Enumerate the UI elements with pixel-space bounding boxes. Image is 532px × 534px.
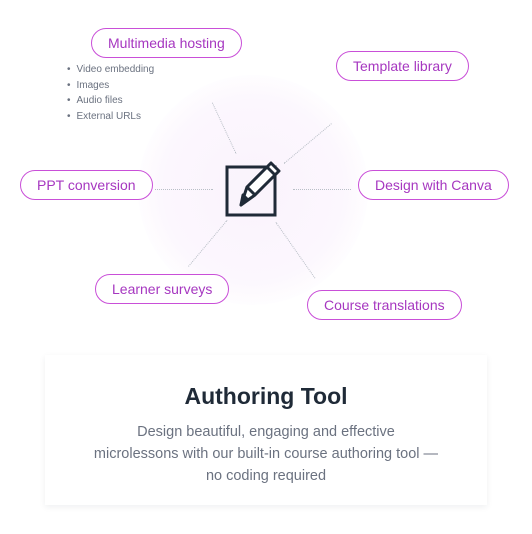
bullet-item: External URLs bbox=[67, 109, 154, 125]
pill-translations: Course translations bbox=[307, 290, 462, 320]
bullet-item: Images bbox=[67, 78, 154, 94]
pill-template: Template library bbox=[336, 51, 469, 81]
spoke bbox=[155, 189, 213, 190]
pill-label: Template library bbox=[353, 58, 452, 74]
bullet-item: Video embedding bbox=[67, 62, 154, 78]
pencil-edit-icon bbox=[219, 155, 287, 223]
diagram-canvas: Multimedia hosting Template library PPT … bbox=[0, 0, 532, 534]
pill-ppt: PPT conversion bbox=[20, 170, 153, 200]
pill-label: Design with Canva bbox=[375, 177, 492, 193]
pill-surveys: Learner surveys bbox=[95, 274, 229, 304]
pill-label: Course translations bbox=[324, 297, 445, 313]
pill-label: Learner surveys bbox=[112, 281, 212, 297]
card-body: Design beautiful, engaging and effective… bbox=[93, 422, 439, 487]
pill-multimedia: Multimedia hosting bbox=[91, 28, 242, 58]
description-card: Authoring Tool Design beautiful, engagin… bbox=[45, 355, 487, 505]
pill-label: Multimedia hosting bbox=[108, 35, 225, 51]
pill-canva: Design with Canva bbox=[358, 170, 509, 200]
pill-label: PPT conversion bbox=[37, 177, 136, 193]
bullet-item: Audio files bbox=[67, 93, 154, 109]
card-title: Authoring Tool bbox=[93, 383, 439, 410]
multimedia-bullets: Video embedding Images Audio files Exter… bbox=[67, 62, 154, 124]
spoke bbox=[293, 189, 351, 190]
